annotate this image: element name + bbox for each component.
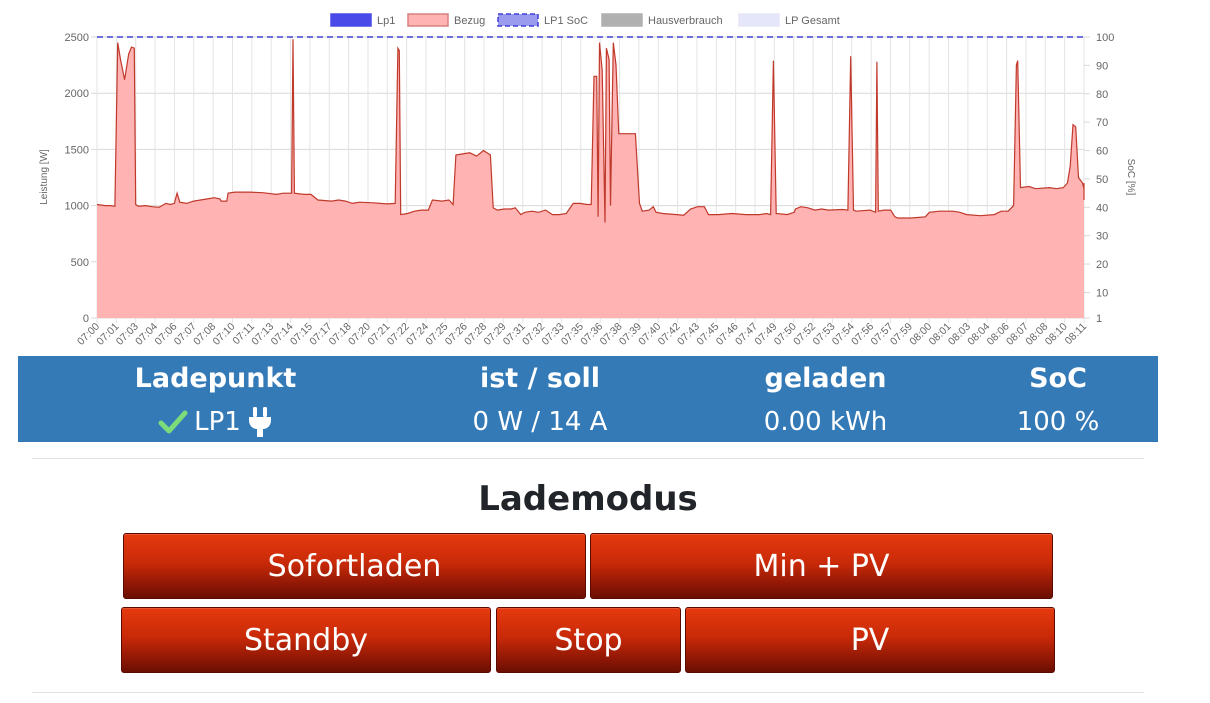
y2-tick-label: 70	[1096, 117, 1108, 129]
plug-icon	[247, 406, 273, 438]
soc-header: SoC	[1029, 363, 1087, 394]
y-axis-left: 0 500 1000 1500 2000 2500	[65, 32, 89, 325]
bezug-line	[96, 39, 1085, 223]
geladen-column: geladen 0.00 kWh	[698, 356, 953, 442]
y2-tick-label: 50	[1096, 174, 1108, 186]
legend-label-3: Hausverbrauch	[648, 15, 723, 27]
divider-top	[32, 458, 1144, 459]
legend-swatch-1	[407, 13, 449, 27]
min-pv-button[interactable]: Min + PV	[590, 533, 1053, 599]
y2-tick-label: 10	[1096, 287, 1108, 299]
legend-swatch-3	[601, 13, 643, 27]
bezug-fill	[97, 39, 1084, 318]
ist-soll-header: ist / soll	[479, 363, 601, 394]
y2-tick-label: 60	[1096, 146, 1108, 158]
legend-label-4: LP Gesamt	[785, 15, 840, 27]
legend-label-0: Lp1	[377, 15, 395, 27]
y2-axis-label: SoC [%]	[1125, 159, 1136, 196]
bezug-area	[96, 39, 1085, 318]
legend-swatch-2	[497, 13, 539, 27]
y-axis-label: Leistung [W]	[39, 149, 50, 205]
loadpoint-status-panel: Ladepunkt LP1 ist / soll	[18, 356, 1158, 442]
y-tick-label: 1000	[65, 201, 89, 213]
geladen-value: 0.00 kWh	[763, 407, 888, 437]
y-tick-label: 500	[71, 257, 89, 269]
stop-button[interactable]: Stop	[496, 607, 681, 673]
loadpoint-name: LP1	[194, 407, 241, 437]
lademodus-title: Lademodus	[478, 479, 698, 519]
y-tick-label: 1500	[65, 144, 89, 156]
y-axis-right: 1 10 20 30 40 50 60 70 80 90 100	[1084, 32, 1114, 325]
y-tick-label: 0	[83, 313, 89, 325]
ist-soll-column: ist / soll 0 W / 14 A	[413, 356, 667, 442]
divider-bottom	[32, 692, 1144, 693]
soc-value: 100 %	[1016, 407, 1100, 437]
sofortladen-button[interactable]: Sofortladen	[123, 533, 586, 599]
ladepunkt-value[interactable]: LP1	[88, 405, 343, 444]
y-tick-label: 2000	[65, 88, 89, 100]
power-chart: Lp1 Bezug LP1 SoC Hausverbrauch LP Gesamt 0 5…	[39, 13, 1136, 348]
check-icon	[158, 409, 188, 435]
y2-tick-label: 90	[1096, 60, 1108, 72]
legend-label-1: Bezug	[454, 15, 485, 27]
y2-tick-label: 40	[1096, 202, 1108, 214]
x-tick-label: 08:11	[1063, 321, 1090, 348]
soc-column: SoC 100 %	[1008, 356, 1108, 442]
standby-button[interactable]: Standby	[121, 607, 491, 673]
ladepunkt-header: Ladepunkt	[134, 363, 297, 394]
y2-tick-label: 30	[1096, 231, 1108, 243]
y2-tick-label: 20	[1096, 259, 1108, 271]
ist-soll-value: 0 W / 14 A	[472, 407, 608, 437]
pv-button[interactable]: PV	[685, 607, 1055, 673]
legend-swatch-0	[330, 13, 372, 27]
y-tick-label: 2500	[65, 32, 89, 44]
y2-tick-label: 100	[1096, 32, 1114, 44]
chart-legend: Lp1 Bezug LP1 SoC Hausverbrauch LP Gesamt	[330, 13, 840, 27]
legend-swatch-4	[738, 13, 780, 27]
y2-tick-label: 80	[1096, 89, 1108, 101]
y2-tick-label: 1	[1096, 313, 1102, 325]
geladen-header: geladen	[764, 363, 887, 394]
x-axis: 07:0007:0107:0307:0407:0607:0707:0807:10…	[75, 321, 1089, 348]
ladepunkt-column: Ladepunkt LP1	[88, 356, 343, 442]
legend-label-2: LP1 SoC	[544, 15, 588, 27]
